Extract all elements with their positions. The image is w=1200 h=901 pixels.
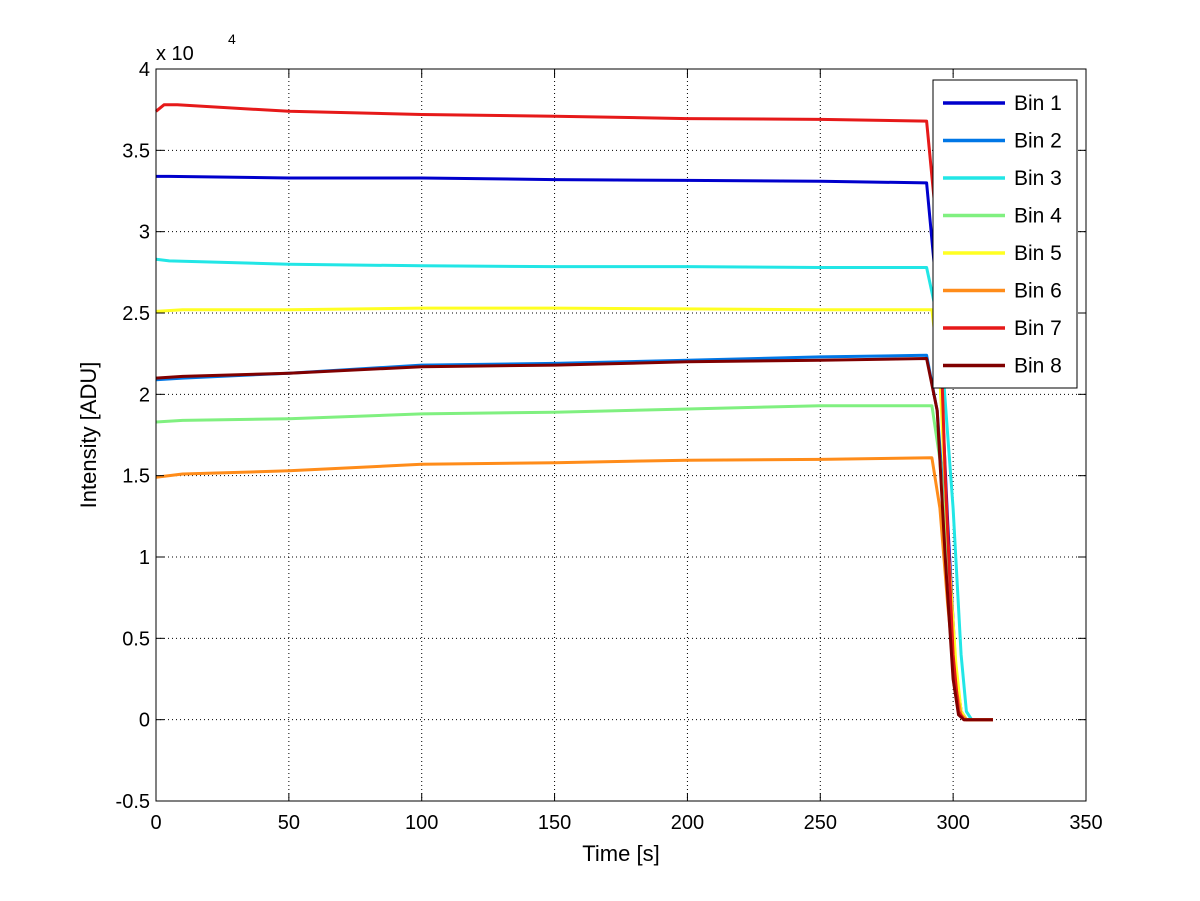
plot-frame xyxy=(155,68,1087,802)
grid xyxy=(156,69,1086,801)
y-tick-label: 0 xyxy=(139,710,150,732)
y-tick-label: 2 xyxy=(139,384,150,406)
y-multiplier-label: x 10 xyxy=(156,43,194,65)
x-tick-label: 0 xyxy=(150,812,161,834)
x-tick-label: 150 xyxy=(538,812,571,834)
x-tick-label: 50 xyxy=(278,812,300,834)
legend-entry: Bin 7 xyxy=(1014,317,1062,340)
y-tick-label: 1 xyxy=(139,547,150,569)
legend-entry: Bin 5 xyxy=(1014,242,1062,265)
x-tick-label: 350 xyxy=(1069,812,1102,834)
series-line-bin-6 xyxy=(155,456,993,722)
x-tick-label: 200 xyxy=(671,812,704,834)
y-tick-label: -0.5 xyxy=(116,791,150,813)
ticks: 0 50 100 150 200 250 300 350-0.500.511.522.533.… xyxy=(116,59,1103,834)
series-line-bin-8 xyxy=(155,357,993,722)
legend-entry: Bin 3 xyxy=(1014,167,1062,190)
series-lines xyxy=(155,103,993,722)
series-line-bin-7 xyxy=(155,103,993,722)
legend: Bin 1 Bin 2 Bin 3 Bin 4 Bin 5 Bin 6 Bin 7 Bin 8 xyxy=(932,79,1078,389)
legend-entry: Bin 2 xyxy=(1014,130,1062,153)
y-multiplier-exponent: 4 xyxy=(228,31,236,47)
y-tick-label: 1.5 xyxy=(122,466,150,488)
y-tick-label: 4 xyxy=(139,59,150,81)
legend-entry: Bin 8 xyxy=(1014,355,1062,378)
legend-entry: Bin 4 xyxy=(1014,205,1062,228)
y-tick-label: 3 xyxy=(139,222,150,244)
y-tick-label: 3.5 xyxy=(122,140,150,162)
x-tick-label: 300 xyxy=(936,812,969,834)
y-axis-label: Intensity [ADU] xyxy=(76,362,101,509)
y-tick-label: 2.5 xyxy=(122,303,150,325)
legend-entry: Bin 1 xyxy=(1014,92,1062,115)
series-line-bin-3 xyxy=(155,257,993,722)
x-tick-label: 250 xyxy=(804,812,837,834)
legend-box xyxy=(932,79,1078,389)
x-axis-label: Time [s] xyxy=(582,841,659,866)
x-tick-label: 100 xyxy=(405,812,438,834)
legend-entry: Bin 6 xyxy=(1014,280,1062,303)
y-tick-label: 0.5 xyxy=(122,628,150,650)
